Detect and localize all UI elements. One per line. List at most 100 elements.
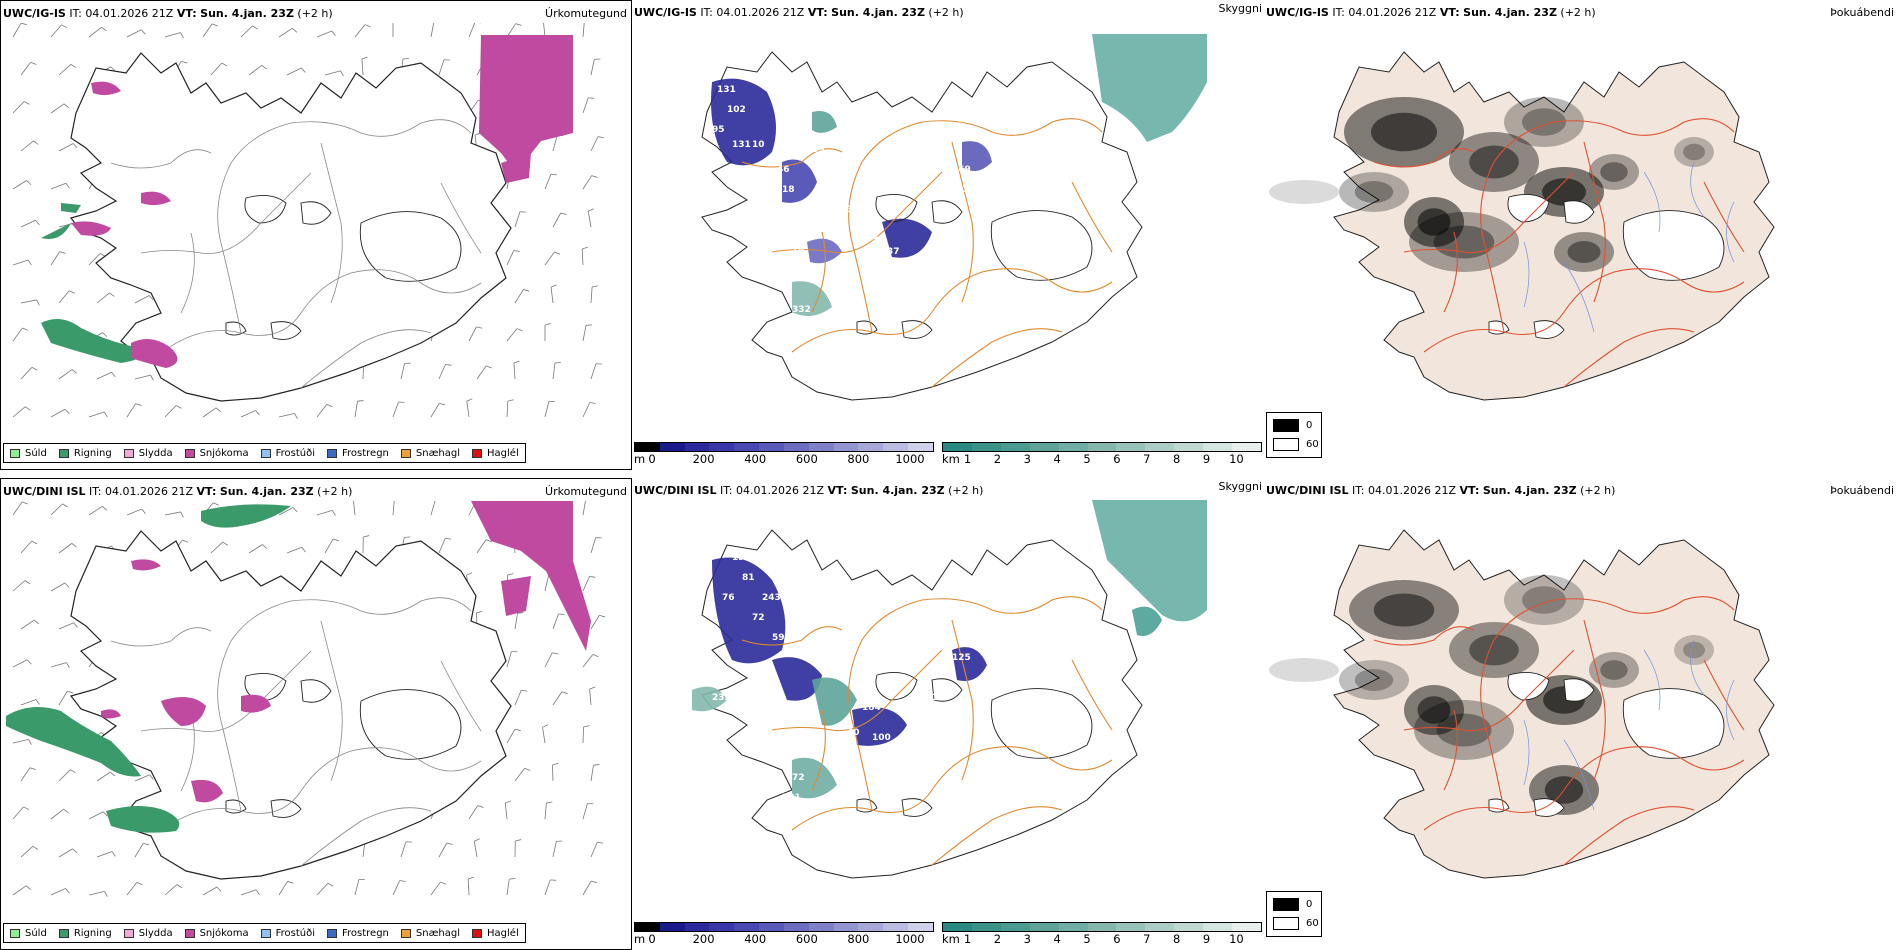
- vt-label: VT:: [176, 7, 197, 20]
- rain-area: [61, 203, 81, 213]
- it-label: IT:: [69, 7, 82, 20]
- panel-header: UWC/DINI ISL IT: 04.01.2026 21Z VT: Sun.…: [634, 484, 983, 497]
- ceiling-label: 72: [752, 613, 765, 623]
- ceiling-label: 18: [782, 185, 795, 195]
- ceiling-label: 72: [792, 773, 805, 783]
- visibility-colorbar-swatches: [942, 442, 1262, 452]
- visibility-colorbar-ticks: km 1 2 3 4 5 6 7 8 9 10: [942, 932, 1262, 946]
- panel-header: UWC/IG-IS IT: 04.01.2026 21Z VT: Sun. 4.…: [634, 6, 964, 19]
- ceiling-label: 332: [792, 305, 811, 315]
- ceiling-label: 233: [712, 693, 731, 703]
- iceland-outline: [69, 530, 512, 880]
- legend-label: Súld: [25, 927, 47, 939]
- model-name: UWC/IG-IS: [1266, 6, 1329, 19]
- precip-type-legend: Súld Rigning Slydda Snjókoma Frostúði Frostre…: [3, 443, 526, 463]
- glacier-outlines: [856, 193, 1093, 339]
- ceiling-label: 90: [832, 165, 845, 175]
- legend-label: Snæhagl: [415, 447, 461, 459]
- visibility-colorbar: km 1 2 3 4 5 6 7 8 9 10: [942, 922, 1262, 946]
- lead-time: (+2 h): [1580, 484, 1616, 497]
- ceiling-label: 131: [732, 140, 751, 150]
- legend-swatch: [472, 928, 483, 938]
- legend-swatch: [184, 928, 195, 938]
- fog-map: [1269, 51, 1775, 401]
- model-name: UWC/DINI ISL: [1266, 484, 1349, 497]
- precip-type-panel-dini: UWC/DINI ISL IT: 04.01.2026 21Z VT: Sun.…: [0, 478, 632, 950]
- model-name: UWC/IG-IS: [3, 7, 66, 20]
- ceiling-label: 74: [792, 245, 805, 255]
- lead-time: (+2 h): [297, 7, 333, 20]
- ceiling-areas: [711, 78, 992, 316]
- vt-label: VT:: [1439, 6, 1460, 19]
- fog-legend-label-60: 60: [1306, 439, 1319, 450]
- fog-legend-label-0: 0: [1306, 420, 1313, 431]
- rain-area: [6, 707, 141, 777]
- panel-title: Skyggni: [1218, 2, 1262, 15]
- legend-swatch: [472, 448, 483, 458]
- legend-swatch: [260, 448, 271, 458]
- colorbar-tick: 1000: [895, 932, 925, 946]
- panel-header: UWC/DINI ISL IT: 04.01.2026 21Z VT: Sun.…: [1266, 484, 1615, 497]
- it-label: IT:: [89, 485, 102, 498]
- vt-value: Sun. 4.jan. 23Z: [219, 485, 314, 498]
- rivers: [1523, 161, 1735, 333]
- iceland-outline: [69, 52, 512, 402]
- legend-swatch: [400, 448, 411, 458]
- snow-area: [479, 35, 573, 173]
- colorbar-unit: m: [634, 932, 646, 946]
- visibility-colorbar-swatches: [942, 922, 1262, 932]
- vt-label: VT:: [1459, 484, 1480, 497]
- colorbar-tick: 8: [1172, 932, 1181, 946]
- low-visibility-area: [1092, 34, 1207, 142]
- colorbar-tick: 1: [963, 932, 972, 946]
- vt-value: Sun. 4.jan. 23Z: [1482, 484, 1577, 497]
- ceiling-label: 305: [847, 205, 866, 215]
- legend-label: Frostúði: [275, 927, 315, 939]
- lead-time: (+2 h): [948, 484, 984, 497]
- colorbar-unit: m: [634, 452, 646, 466]
- colorbar-unit: km: [942, 452, 960, 466]
- low-visibility-area: [1092, 500, 1207, 622]
- colorbar-tick: 0: [648, 452, 656, 466]
- it-label: IT:: [720, 484, 733, 497]
- snow-area: [71, 221, 111, 236]
- ceiling-label: 59: [772, 633, 785, 643]
- fog-legend-swatch-60: [1273, 438, 1299, 451]
- legend-label: Rigning: [73, 447, 112, 459]
- ceiling-label: 281: [782, 793, 801, 803]
- rain-area: [106, 806, 180, 833]
- roads: [1373, 118, 1745, 388]
- legend-item: Súld: [10, 928, 47, 939]
- precip-type-legend: Súld Rigning Slydda Snjókoma Frostúði Frostre…: [3, 923, 526, 943]
- colorbar-tick: 800: [847, 452, 870, 466]
- legend-swatch: [184, 448, 195, 458]
- model-name: UWC/IG-IS: [634, 6, 697, 19]
- colorbar-tick: 8: [1172, 452, 1181, 466]
- colorbar-tick: 3: [1023, 452, 1031, 466]
- colorbar-tick: 7: [1143, 452, 1151, 466]
- colorbar-tick: 9: [1202, 932, 1211, 946]
- snow-area: [471, 501, 591, 651]
- colorbar-tick: 2: [993, 452, 1002, 466]
- colorbar-tick: 7: [1143, 932, 1151, 946]
- cloud-panel-ig-is: UWC/IG-IS IT: 04.01.2026 21Z VT: Sun. 4.…: [632, 0, 1264, 470]
- colorbar-tick: 200: [692, 932, 715, 946]
- ceiling-label: 102: [727, 105, 746, 115]
- colorbar-tick: 800: [847, 932, 870, 946]
- ceiling-label: 165: [752, 678, 771, 688]
- ceiling-colorbar-ticks: m 0 200 400 600 800 1000: [634, 452, 934, 466]
- lead-time: (+2 h): [928, 6, 964, 19]
- ceiling-label: 81: [742, 573, 755, 583]
- ceiling-label: 243: [762, 593, 781, 603]
- visibility-colorbar-ticks: km 1 2 3 4 5 6 7 8 9 10: [942, 452, 1262, 466]
- snow-area: [91, 81, 121, 96]
- legend-swatch: [327, 448, 337, 458]
- ceiling-label: 105: [902, 663, 921, 673]
- vt-label: VT:: [827, 484, 848, 497]
- model-name: UWC/DINI ISL: [634, 484, 717, 497]
- it-value: 04.01.2026 21Z: [105, 485, 194, 498]
- fog-panel-dini: UWC/DINI ISL IT: 04.01.2026 21Z VT: Sun.…: [1264, 478, 1900, 950]
- fog-legend-swatch-0: [1273, 898, 1299, 911]
- legend-item: Snæhagl: [400, 447, 461, 459]
